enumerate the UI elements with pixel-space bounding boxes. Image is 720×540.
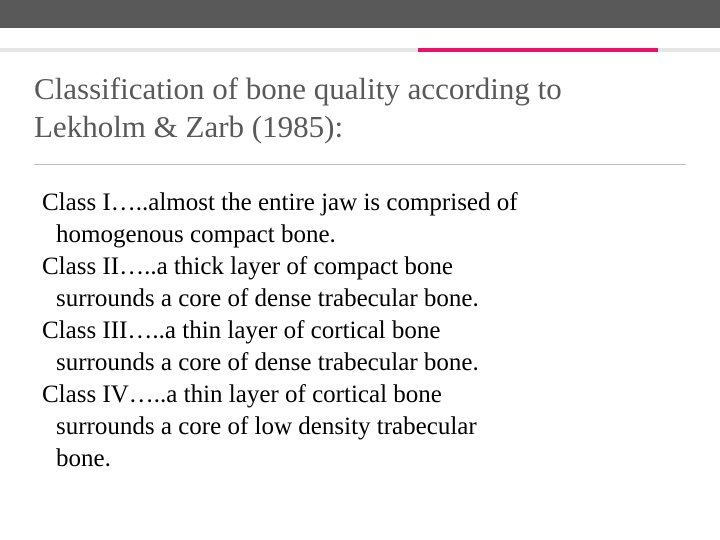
body-line: Class I…..almost the entire jaw is compr…	[42, 187, 678, 219]
top-band	[0, 0, 720, 28]
body-line: surrounds a core of dense trabecular bon…	[42, 347, 678, 379]
body-line: Class III…..a thin layer of cortical bon…	[42, 315, 678, 347]
body-line: surrounds a core of dense trabecular bon…	[42, 283, 678, 315]
title-line-2: Lekholm & Zarb (1985):	[34, 108, 686, 146]
slide-title: Classification of bone quality according…	[0, 52, 720, 154]
body-line: Class IV…..a thin layer of cortical bone	[42, 379, 678, 411]
body-line: Class II…..a thick layer of compact bone	[42, 251, 678, 283]
body-line: homogenous compact bone.	[42, 219, 678, 251]
slide-body: Class I…..almost the entire jaw is compr…	[0, 165, 720, 475]
body-line: surrounds a core of low density trabecul…	[42, 411, 678, 443]
accent-line-track	[0, 48, 720, 52]
body-line: bone.	[42, 443, 678, 475]
accent-line-fill	[418, 48, 658, 52]
title-line-1: Classification of bone quality according…	[34, 70, 686, 108]
